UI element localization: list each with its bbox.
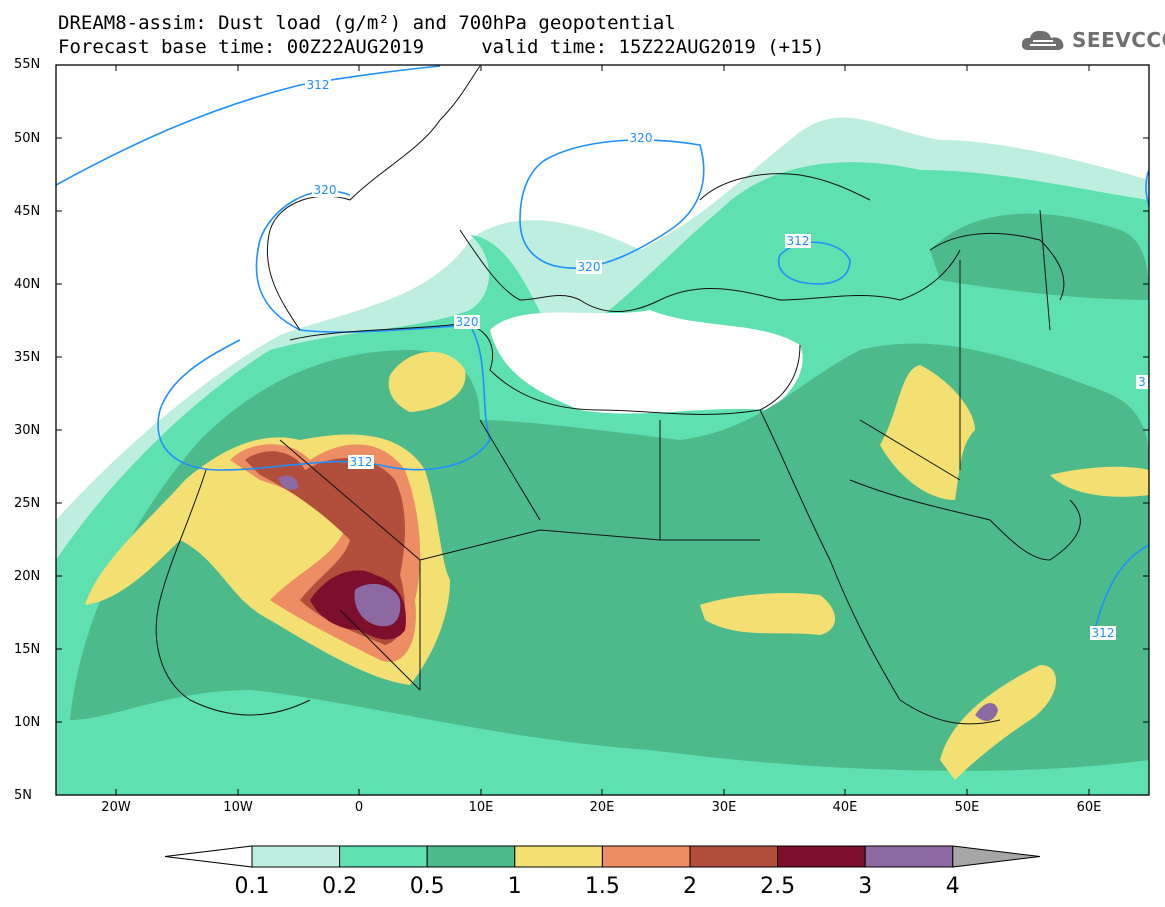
colorbar-level-label: 0.2 [322,874,357,899]
dust-level-3 [354,583,401,627]
lon-label-0: 0 [354,800,364,815]
contour-label: 312 [1092,626,1115,640]
dust-level-3-somalia [975,703,998,722]
colorbar-swatch [601,845,691,868]
contour-label: 312 [307,78,330,92]
colorbar-level-label: 1.5 [585,874,620,899]
colorbar-level-label: 0.5 [410,874,445,899]
lat-label-45n: 45N [14,204,41,219]
colorbar-level-label: 3 [858,874,872,899]
colorbar: 0.1 0.2 0.5 1 1.5 2 2.5 3 4 [164,845,1041,899]
chart-subtitle: Forecast base time: 00Z22AUG2019 valid t… [58,36,825,58]
coastlines [155,65,1081,725]
dust-level-0-5 [70,343,1149,771]
logo: SEEVCCC [1020,28,1165,52]
axis-ticks [56,64,1149,796]
lat-label-50n: 50N [14,131,41,146]
contour-label: 320 [314,183,337,197]
lon-label-50e: 50E [954,800,980,815]
dust-level-1-algeria [388,351,466,412]
colorbar-under-triangle [164,845,253,868]
lon-label-20w: 20W [101,800,131,815]
dust-level-2-5 [310,570,406,640]
dust-level-3-mauritania [278,475,299,490]
colorbar-swatch [864,845,954,868]
colorbar-swatch [251,845,341,868]
lat-label-10n: 10N [14,715,41,730]
lat-label-40n: 40N [14,277,41,292]
dust-level-1-5 [230,444,421,662]
geopotential-contours [56,65,1149,631]
colorbar-swatch [689,845,779,868]
lat-label-30n: 30N [14,423,41,438]
contour-label: 312 [350,455,373,469]
lat-label-55n: 55N [14,57,41,72]
colorbar-swatch [426,845,516,868]
dust-level-1-sahara [85,434,450,685]
contour-label: 3 [1138,375,1146,389]
colorbar-level-label: 2.5 [760,874,795,899]
contour-label: 320 [456,315,479,329]
contour-label: 320 [630,131,653,145]
colorbar-swatch [339,845,428,868]
contour-labels: 312 320 320 312 320 320 312 312 3 [305,78,1148,640]
colorbar-over-triangle [952,845,1041,868]
colorbar-swatch [777,845,866,868]
dust-level-0-5-caspian [930,213,1149,300]
lon-label-60e: 60E [1076,800,1102,815]
logo-text: SEEVCCC [1072,28,1165,52]
dust-level-1-iraq [880,365,975,500]
lat-label-20n: 20N [14,569,41,584]
dust-level-0-2 [56,162,1149,795]
lon-label-30e: 30E [711,800,737,815]
contour-label: 312 [787,234,810,248]
lon-label-10e: 10E [468,800,494,815]
lat-label-15n: 15N [14,642,41,657]
colorbar-level-label: 4 [946,874,960,899]
dust-level-2 [245,451,405,645]
lon-label-40e: 40E [832,800,858,815]
dust-level-1-somalia [940,665,1057,780]
colorbar-level-label: 0.1 [235,874,270,899]
dust-level-0-1 [56,117,1149,795]
lon-label-10w: 10W [223,800,253,815]
map-frame [55,64,1150,796]
lon-label-20e: 20E [589,800,615,815]
lat-label-5n: 5N [14,788,32,803]
colorbar-level-label: 1 [508,874,522,899]
colorbar-level-label: 2 [683,874,697,899]
dust-level-1-sudan [700,593,835,635]
cloud-icon [1021,30,1064,50]
lat-label-25n: 25N [14,496,41,511]
contour-label: 320 [578,260,601,274]
lat-label-35n: 35N [14,350,41,365]
chart-title: DREAM8-assim: Dust load (g/m²) and 700hP… [58,12,676,34]
colorbar-swatch [514,845,603,868]
dust-level-1-gulf [1050,466,1149,497]
clear-area-mediterranean [490,310,803,414]
